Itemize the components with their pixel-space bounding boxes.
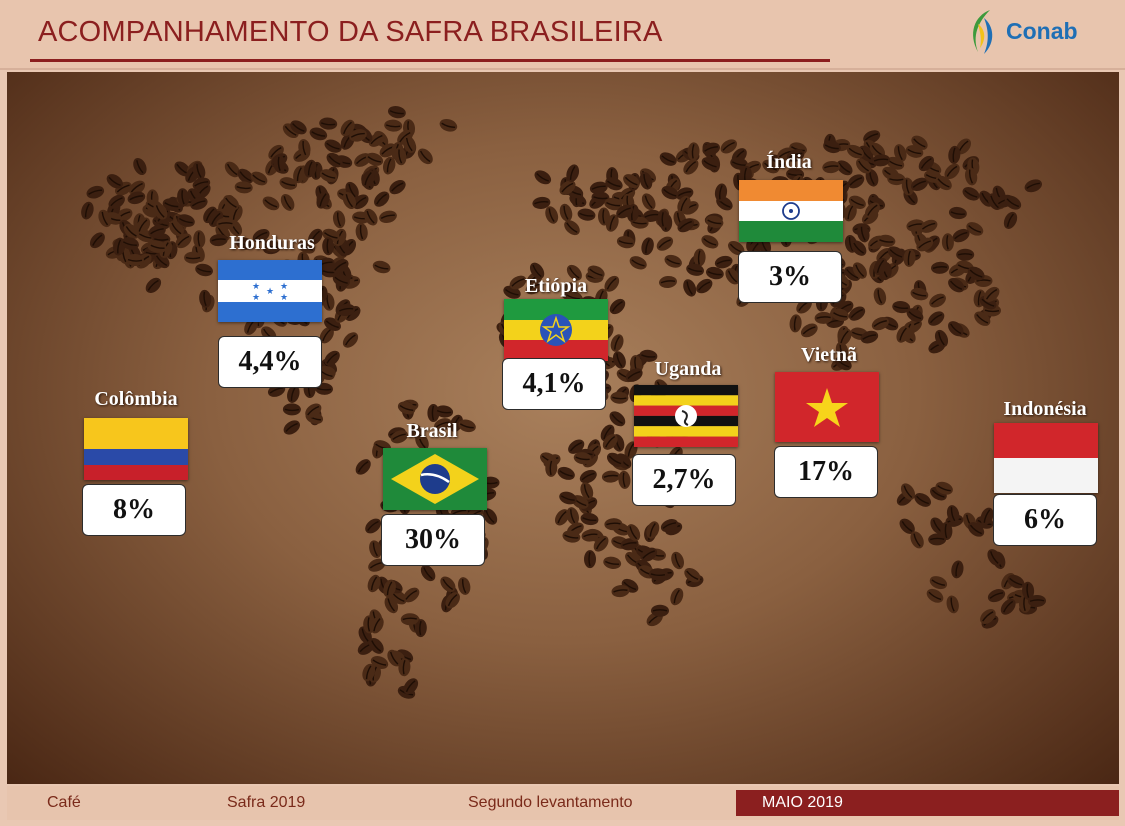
title-underline bbox=[30, 59, 830, 62]
country-name-vietna: Vietnã bbox=[801, 344, 857, 366]
coffee-bean-world-map: Honduras ★ ★ ★ ★ ★ 4,4% Colômbia 8 bbox=[7, 72, 1119, 784]
svg-text:★: ★ bbox=[266, 287, 274, 297]
conab-leaf-icon bbox=[973, 10, 993, 54]
flag-uganda bbox=[634, 385, 738, 447]
country-name-honduras: Honduras bbox=[229, 232, 315, 254]
share-colombia: 8% bbox=[82, 484, 186, 536]
share-brasil: 30% bbox=[381, 514, 485, 566]
country-name-uganda: Uganda bbox=[654, 358, 722, 380]
flag-india bbox=[739, 180, 843, 242]
flag-colombia bbox=[84, 418, 188, 480]
country-name-brasil: Brasil bbox=[406, 420, 458, 442]
flag-indonesia bbox=[994, 423, 1098, 493]
country-name-etiopia: Etiópia bbox=[524, 275, 588, 297]
flag-honduras: ★ ★ ★ ★ ★ bbox=[218, 260, 322, 322]
footer-bar: Café Safra 2019 Segundo levantamento MAI… bbox=[7, 786, 1119, 820]
country-name-colombia: Colômbia bbox=[94, 388, 178, 410]
svg-text:★: ★ bbox=[280, 293, 288, 303]
share-honduras: 4,4% bbox=[218, 336, 322, 388]
conab-logo-text: Conab bbox=[1006, 18, 1078, 44]
footer-product: Café bbox=[47, 794, 81, 811]
svg-text:★: ★ bbox=[252, 282, 260, 292]
footer-survey: Segundo levantamento bbox=[468, 794, 633, 811]
country-name-india: Índia bbox=[766, 151, 812, 173]
svg-text:★: ★ bbox=[252, 293, 260, 303]
flag-brasil bbox=[383, 448, 487, 510]
footer-date-box: MAIO 2019 bbox=[736, 790, 1119, 816]
footer-date: MAIO 2019 bbox=[762, 794, 843, 811]
svg-text:★: ★ bbox=[280, 282, 288, 292]
share-india: 3% bbox=[738, 251, 842, 303]
footer-season: Safra 2019 bbox=[227, 794, 306, 811]
header-divider bbox=[0, 68, 1125, 70]
page-title: ACOMPANHAMENTO DA SAFRA BRASILEIRA bbox=[38, 16, 663, 48]
country-name-indonesia: Indonésia bbox=[1003, 398, 1087, 420]
share-indonesia: 6% bbox=[993, 494, 1097, 546]
share-etiopia: 4,1% bbox=[502, 358, 606, 410]
flag-etiopia bbox=[504, 299, 608, 361]
share-vietna: 17% bbox=[774, 446, 878, 498]
header: ACOMPANHAMENTO DA SAFRA BRASILEIRA Conab bbox=[0, 0, 1125, 70]
conab-logo: Conab bbox=[962, 6, 1092, 60]
flag-vietna bbox=[775, 372, 879, 442]
share-uganda: 2,7% bbox=[632, 454, 736, 506]
